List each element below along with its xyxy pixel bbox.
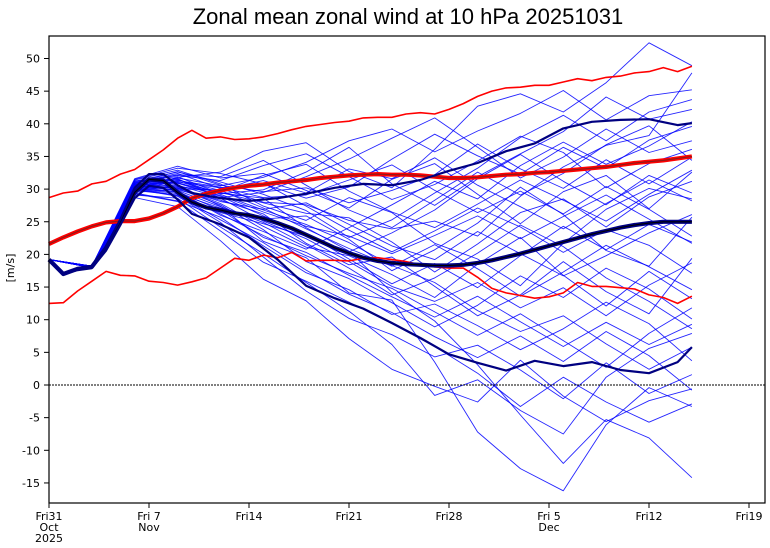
x-tick-label: Fri28 xyxy=(435,510,462,523)
series-ensemble-upper-percentile-line xyxy=(48,118,693,276)
ensemble-member-line xyxy=(48,185,693,328)
y-axis: -15 -10 -5 0 5 10 15 20 25 30 35 40 45 50 xyxy=(22,53,49,490)
x-tick-label: Fri 5 xyxy=(537,510,561,523)
y-tick-label: 5 xyxy=(33,346,40,359)
y-tick-label: 0 xyxy=(33,379,40,392)
y-tick-label: 50 xyxy=(26,53,40,66)
x-tick-label: Fri12 xyxy=(635,510,662,523)
ensemble-member-line xyxy=(48,163,693,267)
y-tick-label: -10 xyxy=(22,444,40,457)
y-tick-label: 35 xyxy=(26,150,40,163)
ensemble-member-line xyxy=(48,143,693,268)
y-tick-label: 30 xyxy=(26,183,40,196)
ensemble-member-line xyxy=(48,197,693,423)
x-tick-label: Nov xyxy=(138,521,160,534)
ensemble-members xyxy=(48,42,693,492)
chart-title: Zonal mean zonal wind at 10 hPa 20251031 xyxy=(193,4,624,29)
ensemble-member-line xyxy=(48,179,693,297)
y-tick-label: 40 xyxy=(26,118,40,131)
ensemble-member-line xyxy=(48,194,693,435)
ensemble-member-line xyxy=(48,193,693,423)
y-axis-label: [m/s] xyxy=(4,254,17,283)
x-tick-label: Dec xyxy=(538,521,559,534)
ensemble-member-line xyxy=(48,184,693,492)
series-climatology-mean-line-core xyxy=(48,155,692,245)
series-ensemble-mean-line-core xyxy=(48,178,692,275)
ensemble-member-line xyxy=(48,192,693,362)
x-tick-label: Fri21 xyxy=(335,510,362,523)
ensemble-member-line xyxy=(48,154,693,268)
x-tick-label: Fri31 xyxy=(35,510,62,523)
ensemble-member-line xyxy=(48,99,693,268)
x-tick-label: Oct xyxy=(39,521,59,534)
key-series xyxy=(47,65,693,375)
ensemble-member-line xyxy=(48,180,693,479)
y-tick-label: 45 xyxy=(26,85,40,98)
series-ensemble-lower-percentile-line xyxy=(48,184,693,375)
x-tick-label: Fri 7 xyxy=(137,510,161,523)
ensemble-member-line xyxy=(48,187,693,391)
x-tick-label: Fri19 xyxy=(735,510,762,523)
ensemble-member-line xyxy=(48,188,693,400)
y-tick-label: 20 xyxy=(26,248,40,261)
ensemble-member-line xyxy=(48,182,693,268)
y-tick-label: 15 xyxy=(26,281,40,294)
y-tick-label: 25 xyxy=(26,216,40,229)
y-tick-label: 10 xyxy=(26,314,40,327)
y-tick-label: -5 xyxy=(29,412,40,425)
ensemble-member-line xyxy=(48,178,693,370)
series-climatology-upper-line xyxy=(48,65,693,199)
x-tick-label: Fri14 xyxy=(235,510,262,523)
y-tick-label: -15 xyxy=(22,477,40,490)
x-tick-label: 2025 xyxy=(35,532,63,545)
ensemble-member-line xyxy=(48,186,693,347)
ensemble-member-line xyxy=(48,187,693,368)
plot-frame xyxy=(48,35,766,504)
